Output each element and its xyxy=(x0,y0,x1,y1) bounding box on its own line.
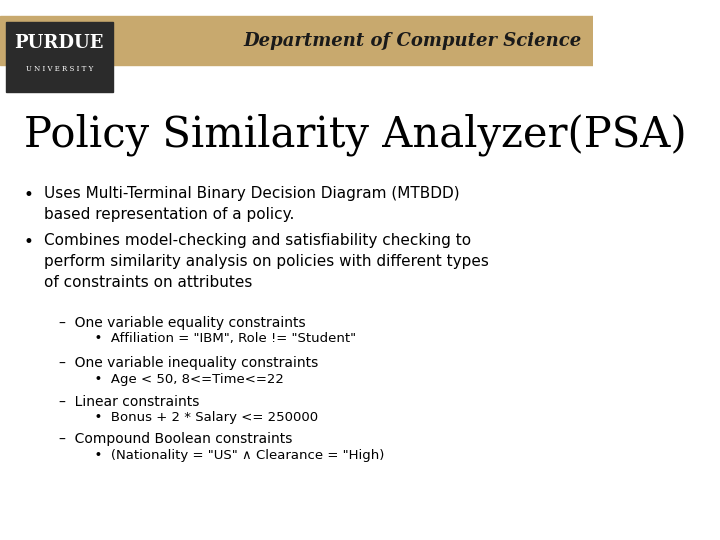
Text: •  (Nationality = "US" ∧ Clearance = "High): • (Nationality = "US" ∧ Clearance = "Hig… xyxy=(86,449,384,462)
Text: U N I V E R S I T Y: U N I V E R S I T Y xyxy=(26,65,93,72)
Text: •  Age < 50, 8<=Time<=22: • Age < 50, 8<=Time<=22 xyxy=(86,373,284,386)
Text: –  One variable equality constraints: – One variable equality constraints xyxy=(59,316,306,330)
Text: –  One variable inequality constraints: – One variable inequality constraints xyxy=(59,356,318,370)
Text: –  Linear constraints: – Linear constraints xyxy=(59,395,199,409)
Text: Combines model-checking and satisfiability checking to
perform similarity analys: Combines model-checking and satisfiabili… xyxy=(45,233,490,291)
Text: Policy Similarity Analyzer(PSA): Policy Similarity Analyzer(PSA) xyxy=(24,113,686,156)
Text: PURDUE: PURDUE xyxy=(14,34,104,52)
Text: •: • xyxy=(24,186,34,204)
Text: Department of Computer Science: Department of Computer Science xyxy=(243,31,581,50)
Text: •  Affiliation = "IBM", Role != "Student": • Affiliation = "IBM", Role != "Student" xyxy=(86,332,356,345)
Bar xyxy=(6,22,113,92)
Text: •  Bonus + 2 * Salary <= 250000: • Bonus + 2 * Salary <= 250000 xyxy=(86,411,318,424)
Text: •: • xyxy=(24,233,34,251)
Text: –  Compound Boolean constraints: – Compound Boolean constraints xyxy=(59,432,293,446)
Text: Uses Multi-Terminal Binary Decision Diagram (MTBDD)
based representation of a po: Uses Multi-Terminal Binary Decision Diag… xyxy=(45,186,460,222)
Bar xyxy=(0,16,593,65)
